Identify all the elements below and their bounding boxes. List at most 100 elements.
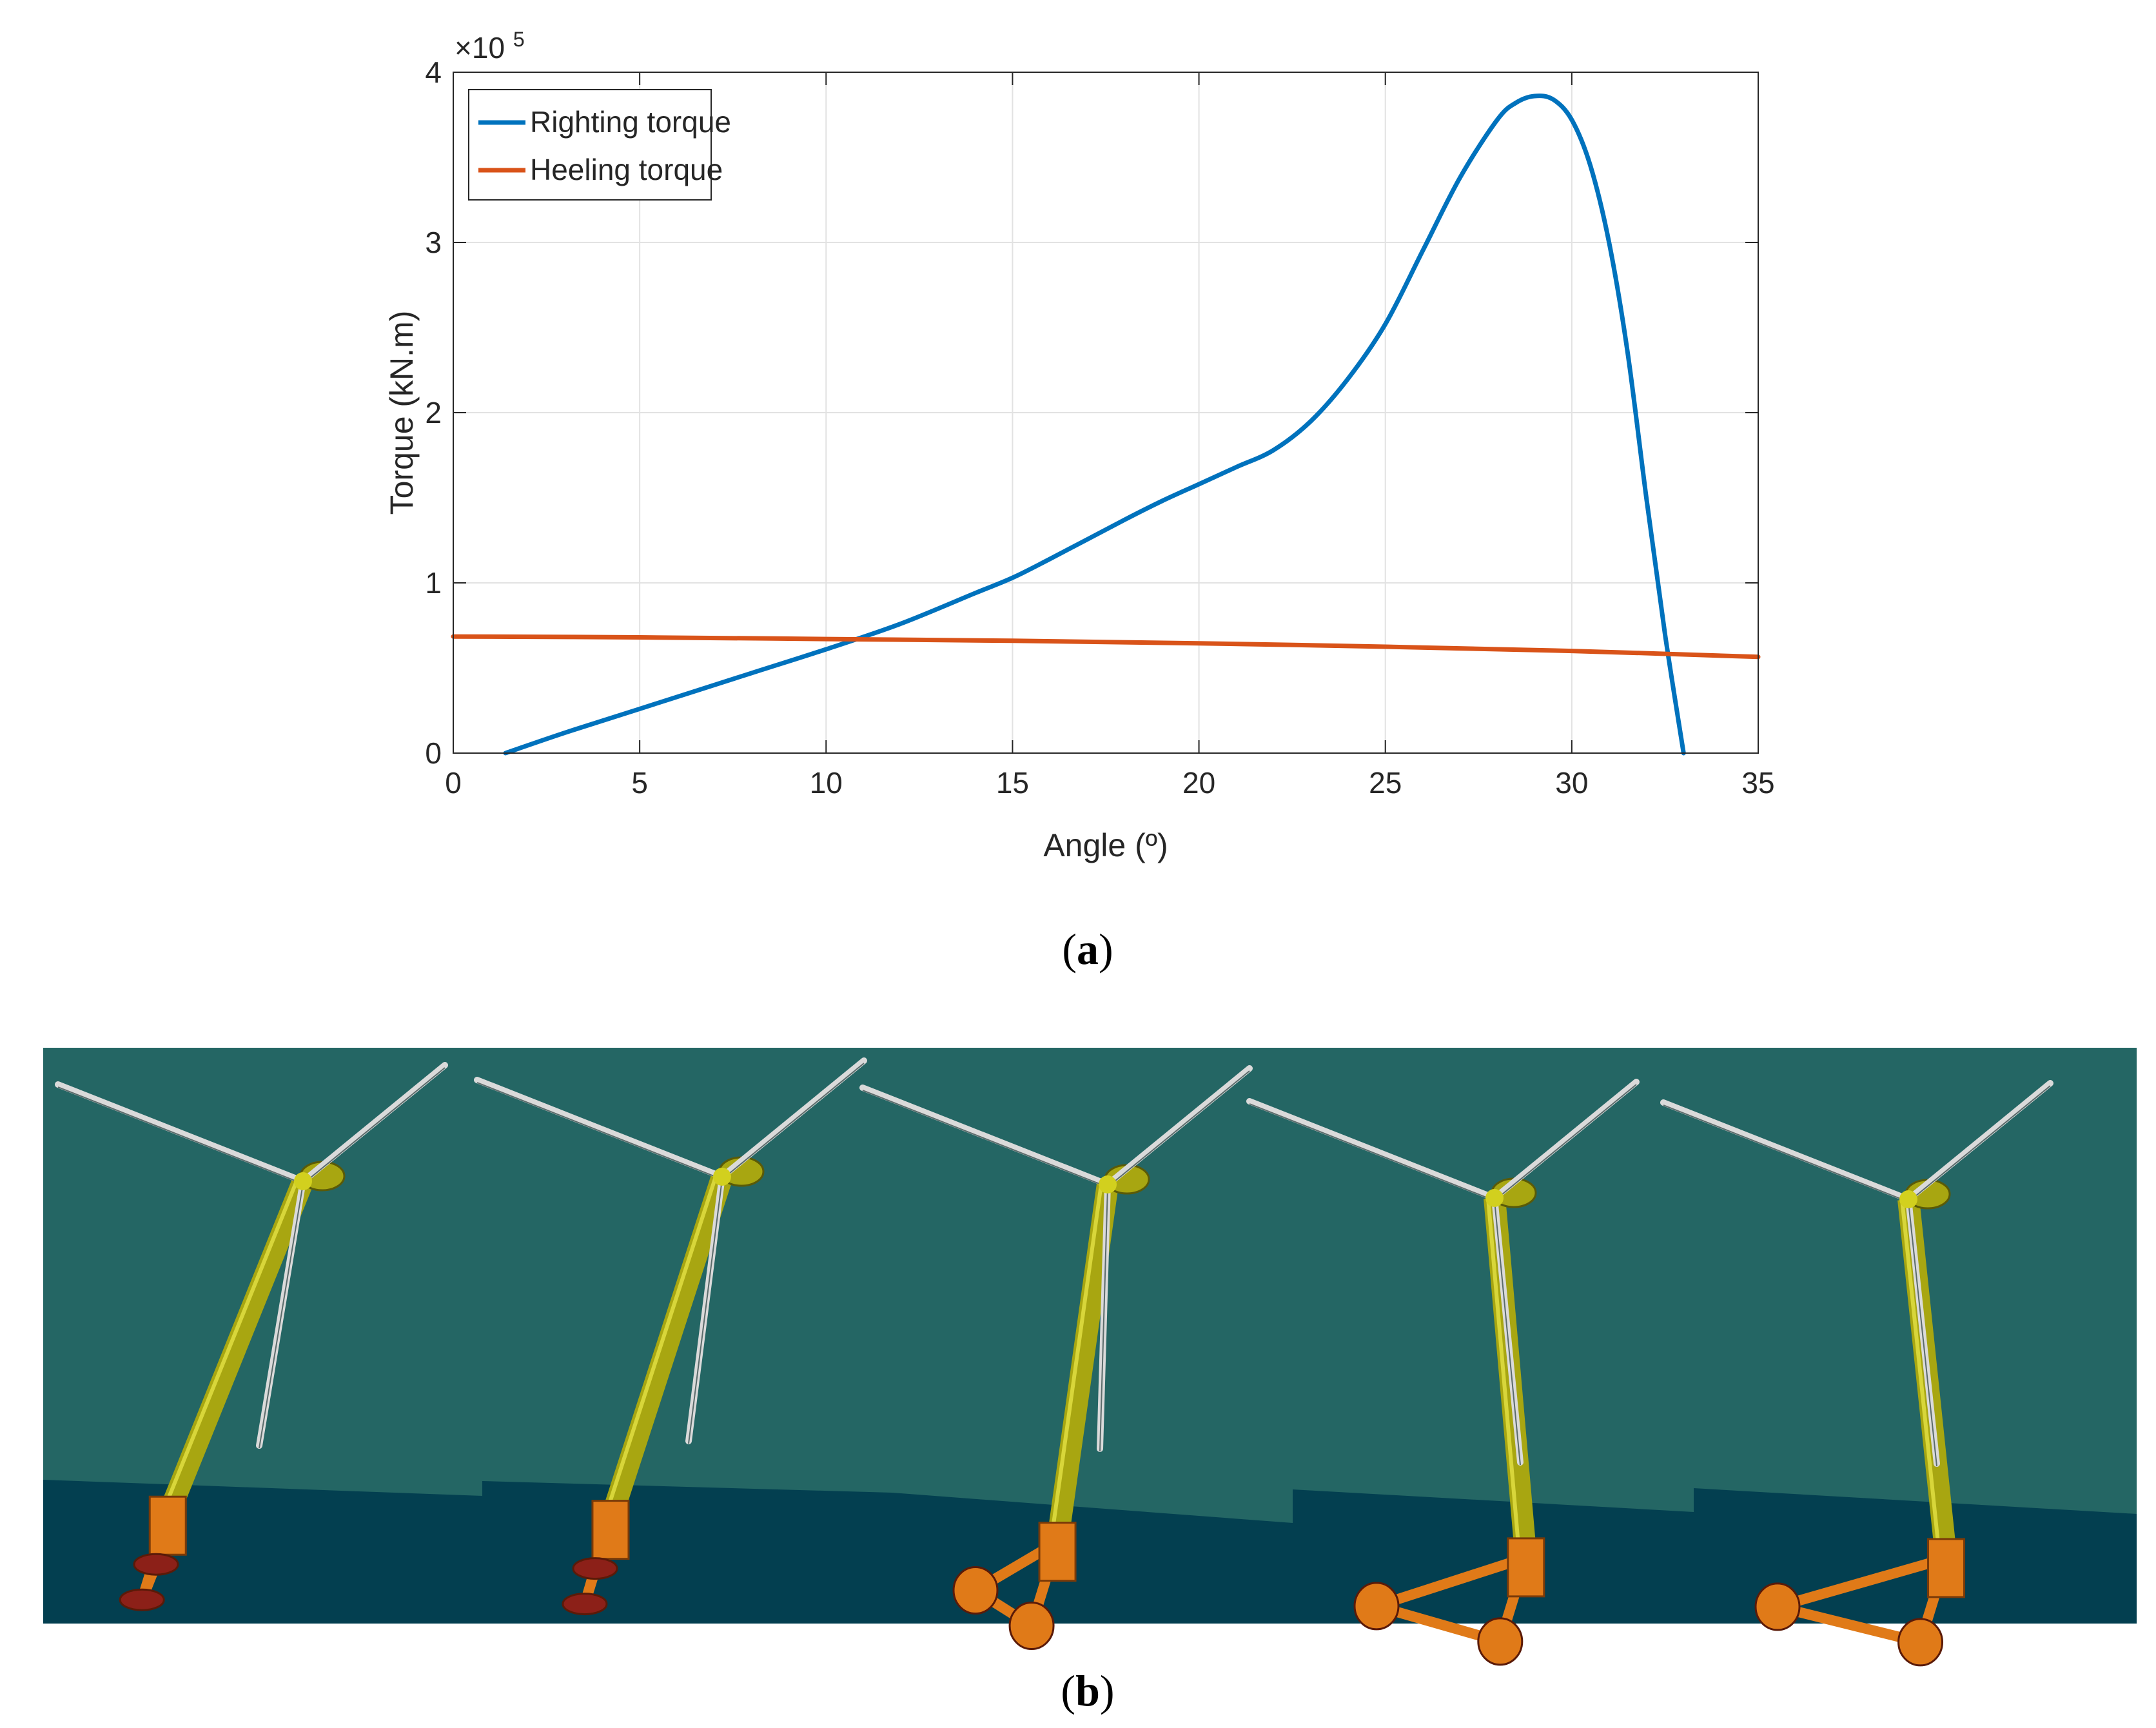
render-sea <box>1694 1488 2137 1624</box>
platform-pontoon <box>572 1557 618 1580</box>
blade-edge <box>1494 1084 1637 1201</box>
y-axis-label: Torque (kN.m) <box>384 311 420 515</box>
platform-render-panel: (b) <box>43 1048 2137 1715</box>
y-axis-multiplier-base: ×10 <box>455 31 505 64</box>
caption-b-open: ( <box>1061 1666 1075 1715</box>
caption-b-letter: b <box>1075 1666 1100 1715</box>
x-tick-label: 20 <box>1182 766 1215 800</box>
tower-highlight <box>1049 1184 1103 1542</box>
tower-highlight <box>1486 1197 1522 1558</box>
y-tick-label: 0 <box>425 736 442 770</box>
platform-center-column <box>1038 1522 1077 1582</box>
platform-center-column <box>1927 1538 1966 1598</box>
render-frame <box>43 1048 482 1624</box>
blade-edge <box>1494 1200 1521 1466</box>
series-line-heeling-torque <box>451 634 1761 660</box>
blade-edge <box>1107 1070 1250 1188</box>
rotor-hub <box>294 1172 312 1190</box>
x-tick-label: 0 <box>445 766 462 800</box>
platform-pontoon <box>1353 1582 1400 1631</box>
torque-chart: 0 5 10 15 20 25 30 35 0 1 2 3 4 Angle (º) Torque (kN… <box>384 28 1775 974</box>
blade-edge <box>476 1082 723 1180</box>
turbine-blade <box>1905 1080 2053 1203</box>
axis-ticks: 0 5 10 15 20 25 30 35 0 1 2 3 4 <box>425 55 1774 800</box>
legend-label-heeling-torque: Heeling torque <box>530 153 723 186</box>
blade-edge <box>259 1183 304 1449</box>
platform-braces <box>1772 1553 1952 1647</box>
blade-edge <box>1908 1085 2051 1203</box>
y-axis-multiplier-exponent: 5 <box>513 28 525 51</box>
platform-pontoon <box>562 1593 608 1616</box>
blade-edge <box>721 1063 865 1180</box>
x-tick-label: 25 <box>1369 766 1402 800</box>
turbine-tower <box>157 1177 313 1520</box>
platform-pontoon <box>1897 1618 1944 1667</box>
legend: Righting torque Heeling torque <box>468 89 731 201</box>
y-tick-label: 4 <box>425 55 442 89</box>
rotor-hub <box>1099 1175 1117 1193</box>
turbine-blade <box>1246 1098 1498 1201</box>
x-tick-label: 15 <box>996 766 1029 800</box>
x-axis-label: Angle (º) <box>1043 827 1168 863</box>
render-frame <box>859 1048 1293 1651</box>
blade-edge <box>57 1086 304 1184</box>
render-sea <box>1293 1489 1694 1624</box>
platform-pontoon <box>952 1566 999 1615</box>
blade-edge <box>302 1067 446 1184</box>
render-sea <box>482 1481 892 1624</box>
render-frame <box>1660 1048 2137 1667</box>
tower-highlight <box>602 1176 718 1521</box>
platform-center-column <box>1507 1537 1545 1598</box>
render-sea <box>43 1480 482 1624</box>
turbine-blade <box>1491 1079 1640 1201</box>
blade-edge <box>1908 1201 1937 1467</box>
x-tick-label: 35 <box>1741 766 1774 800</box>
platform-pontoon <box>119 1588 165 1611</box>
blade-edge <box>688 1179 723 1444</box>
blade-edge <box>1249 1103 1495 1201</box>
platform-center-column <box>148 1495 187 1556</box>
rotor-hub <box>1485 1189 1504 1207</box>
tower-highlight <box>159 1180 299 1517</box>
platform-center-column <box>591 1500 630 1560</box>
turbine-blade <box>474 1077 725 1180</box>
x-tick-label: 5 <box>631 766 648 800</box>
x-tick-label: 10 <box>810 766 843 800</box>
blade-edge <box>1099 1186 1108 1452</box>
caption-b-close: ) <box>1100 1666 1115 1715</box>
platform-pontoon <box>133 1553 179 1576</box>
legend-box <box>468 89 712 201</box>
render-frame <box>1246 1048 1694 1666</box>
blade-edge <box>862 1090 1108 1188</box>
caption-b: (b) <box>1061 1666 1114 1715</box>
blade-edge <box>1663 1105 1909 1203</box>
render-frame <box>474 1048 892 1624</box>
y-tick-label: 1 <box>425 566 442 600</box>
caption-a: (a) <box>1062 925 1113 974</box>
legend-label-righting-torque: Righting torque <box>530 105 731 139</box>
turbine-blade <box>55 1081 306 1184</box>
y-tick-label: 2 <box>425 396 442 429</box>
turbine-blade <box>1104 1065 1253 1188</box>
rotor-hub <box>1899 1190 1917 1208</box>
series-group <box>451 93 1761 756</box>
turbine-tower <box>600 1173 733 1524</box>
caption-a-letter: a <box>1077 925 1099 974</box>
caption-a-open: ( <box>1062 925 1077 974</box>
turbine-tower <box>1046 1183 1119 1544</box>
x-tick-label: 30 <box>1555 766 1588 800</box>
platform-braces <box>970 1537 1063 1631</box>
platform-pontoon <box>1477 1617 1524 1666</box>
y-axis-multiplier: ×10 5 <box>455 28 525 64</box>
platform-pontoon <box>1754 1582 1801 1631</box>
turbine-blade <box>719 1057 867 1180</box>
y-tick-label: 3 <box>425 226 442 259</box>
caption-a-close: ) <box>1099 925 1113 974</box>
rotor-hub <box>713 1168 731 1186</box>
turbine-blade <box>859 1085 1111 1188</box>
turbine-blade <box>1660 1099 1912 1203</box>
platform-braces <box>1371 1552 1531 1647</box>
turbine-blade <box>300 1062 448 1184</box>
platform-pontoon <box>1008 1602 1055 1651</box>
